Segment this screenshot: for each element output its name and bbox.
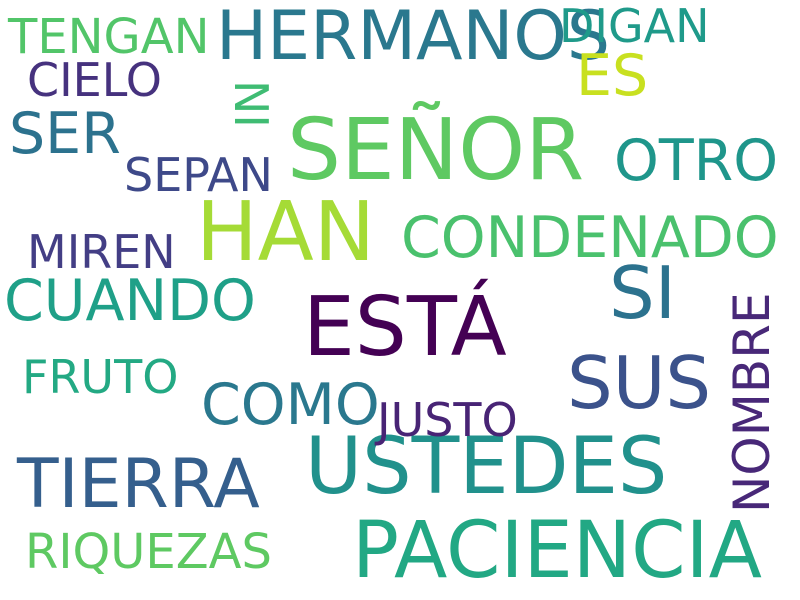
word-tengan: TENGAN: [8, 9, 210, 65]
word-ni: NI: [224, 80, 278, 128]
word-han: HAN: [196, 185, 376, 280]
word-cielo: CIELO: [27, 53, 162, 107]
word-condenado: CONDENADO: [401, 205, 779, 271]
word-sus: SUS: [567, 341, 712, 425]
word-tierra: TIERRA: [17, 445, 260, 524]
word-hermanos: HERMANOS: [216, 0, 611, 76]
word-riquezas: RIQUEZAS: [25, 524, 272, 580]
word-como: COMO: [201, 372, 380, 438]
word-ustedes: USTEDES: [305, 422, 668, 512]
word-cuando: CUANDO: [4, 268, 256, 334]
word-ser: SER: [9, 101, 121, 167]
word-miren: MIREN: [27, 225, 176, 279]
word-fruto: FRUTO: [22, 350, 179, 404]
word-esta: ESTÁ: [303, 280, 507, 375]
word-es: ES: [576, 43, 649, 109]
word-justo: JUSTO: [377, 393, 518, 447]
word-si: SI: [609, 251, 676, 335]
word-digan: DIGAN: [559, 0, 710, 53]
word-nombre: NOMBRE: [723, 292, 781, 513]
word-paciencia: PACIENCIA: [352, 506, 762, 596]
word-senor: SEÑOR: [287, 101, 585, 200]
word-otro: OTRO: [614, 128, 779, 194]
word-sepan: SEPAN: [124, 148, 273, 202]
